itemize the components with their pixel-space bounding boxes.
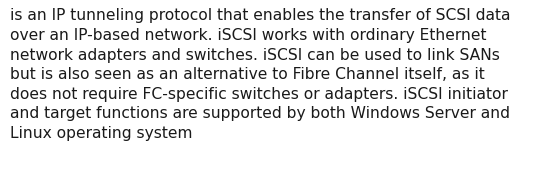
Text: is an IP tunneling protocol that enables the transfer of SCSI data
over an IP-ba: is an IP tunneling protocol that enables… bbox=[10, 8, 511, 141]
